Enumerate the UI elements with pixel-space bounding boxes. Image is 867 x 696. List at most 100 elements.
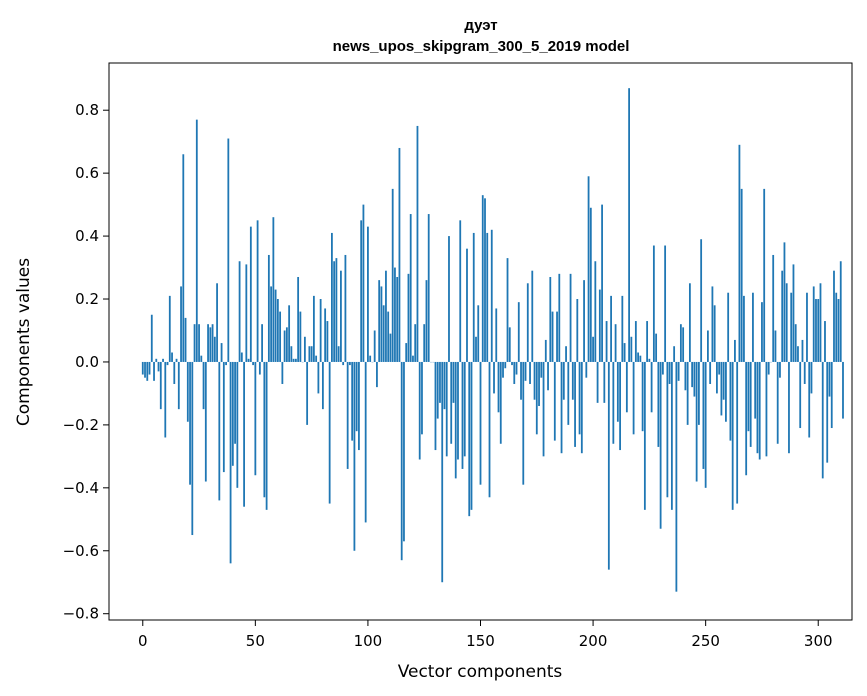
bar — [477, 305, 480, 362]
bar — [452, 361, 455, 403]
bar — [389, 333, 392, 362]
y-tick-label: −0.2 — [63, 416, 99, 434]
bar — [157, 361, 160, 372]
bar — [281, 361, 284, 384]
bar — [625, 361, 628, 413]
y-axis-label: Components values — [14, 258, 34, 426]
bar — [319, 299, 322, 362]
x-tick-label: 150 — [466, 632, 495, 650]
bar — [720, 361, 723, 416]
bar — [535, 361, 538, 435]
bar — [193, 324, 196, 362]
bar — [495, 308, 498, 362]
x-tick-label: 0 — [138, 632, 148, 650]
bar — [150, 314, 153, 362]
bar — [580, 361, 583, 454]
bar — [236, 361, 239, 488]
bar — [463, 361, 466, 457]
bars-group — [141, 88, 844, 592]
bar — [628, 88, 630, 362]
bar — [153, 361, 155, 381]
bar — [396, 276, 399, 362]
x-axis-ticks: 0 50 100 150 200 250 300 — [138, 620, 833, 650]
bar — [400, 361, 403, 561]
y-tick-label: −0.4 — [63, 479, 99, 497]
bar — [544, 339, 547, 362]
bar — [394, 267, 396, 362]
bar — [752, 292, 754, 362]
bar — [258, 361, 261, 375]
bar — [643, 361, 646, 510]
bar — [355, 361, 358, 432]
bar — [488, 361, 491, 498]
bar — [252, 361, 254, 366]
bar — [159, 361, 162, 410]
bar — [434, 361, 437, 451]
bar — [378, 280, 381, 362]
bar — [166, 361, 169, 366]
bar — [427, 214, 430, 362]
bar — [529, 361, 531, 384]
bar — [693, 361, 696, 397]
bar — [542, 361, 545, 457]
bar — [538, 361, 540, 407]
bar — [589, 207, 592, 362]
bar — [709, 361, 712, 384]
bar — [198, 324, 200, 362]
bar — [513, 361, 516, 384]
bar — [288, 305, 291, 362]
bar — [821, 361, 824, 479]
bar — [279, 311, 282, 362]
bar — [407, 273, 410, 362]
bar — [227, 138, 230, 362]
bar — [578, 361, 581, 435]
bar — [412, 355, 414, 362]
bar — [634, 321, 637, 362]
bar — [202, 361, 205, 410]
bar — [243, 361, 245, 507]
bar — [702, 361, 705, 469]
bar — [312, 295, 315, 362]
bar — [549, 276, 552, 362]
bar — [276, 299, 279, 362]
bar — [522, 361, 525, 485]
bar — [274, 289, 277, 362]
bar — [810, 361, 813, 394]
bar — [713, 305, 716, 362]
bar — [691, 361, 694, 388]
bar — [749, 361, 752, 447]
bar — [164, 361, 167, 438]
bar — [722, 361, 725, 400]
bar — [191, 361, 194, 536]
bar — [506, 258, 509, 362]
bar — [648, 358, 651, 362]
bar — [303, 336, 306, 362]
bar — [349, 361, 351, 366]
y-tick-label: −0.6 — [63, 542, 99, 560]
bar — [321, 361, 324, 410]
bar — [734, 339, 736, 362]
bar — [186, 361, 189, 422]
bar — [382, 305, 385, 362]
bar — [630, 336, 633, 362]
bar — [815, 299, 817, 362]
bar — [817, 299, 820, 362]
bar — [729, 361, 732, 441]
bar — [380, 286, 383, 362]
bar — [700, 239, 703, 362]
bar — [736, 361, 739, 504]
y-tick-label: 0.8 — [75, 101, 99, 119]
bar — [659, 361, 662, 529]
bar — [283, 330, 286, 362]
bar — [533, 361, 536, 400]
bar — [360, 220, 363, 362]
bar — [454, 361, 457, 479]
bar — [385, 270, 387, 362]
bar — [162, 358, 164, 362]
bar — [189, 361, 191, 485]
bar — [141, 361, 144, 375]
bar — [351, 361, 354, 441]
bar — [621, 295, 624, 362]
bar — [229, 361, 232, 564]
bar — [767, 361, 770, 375]
